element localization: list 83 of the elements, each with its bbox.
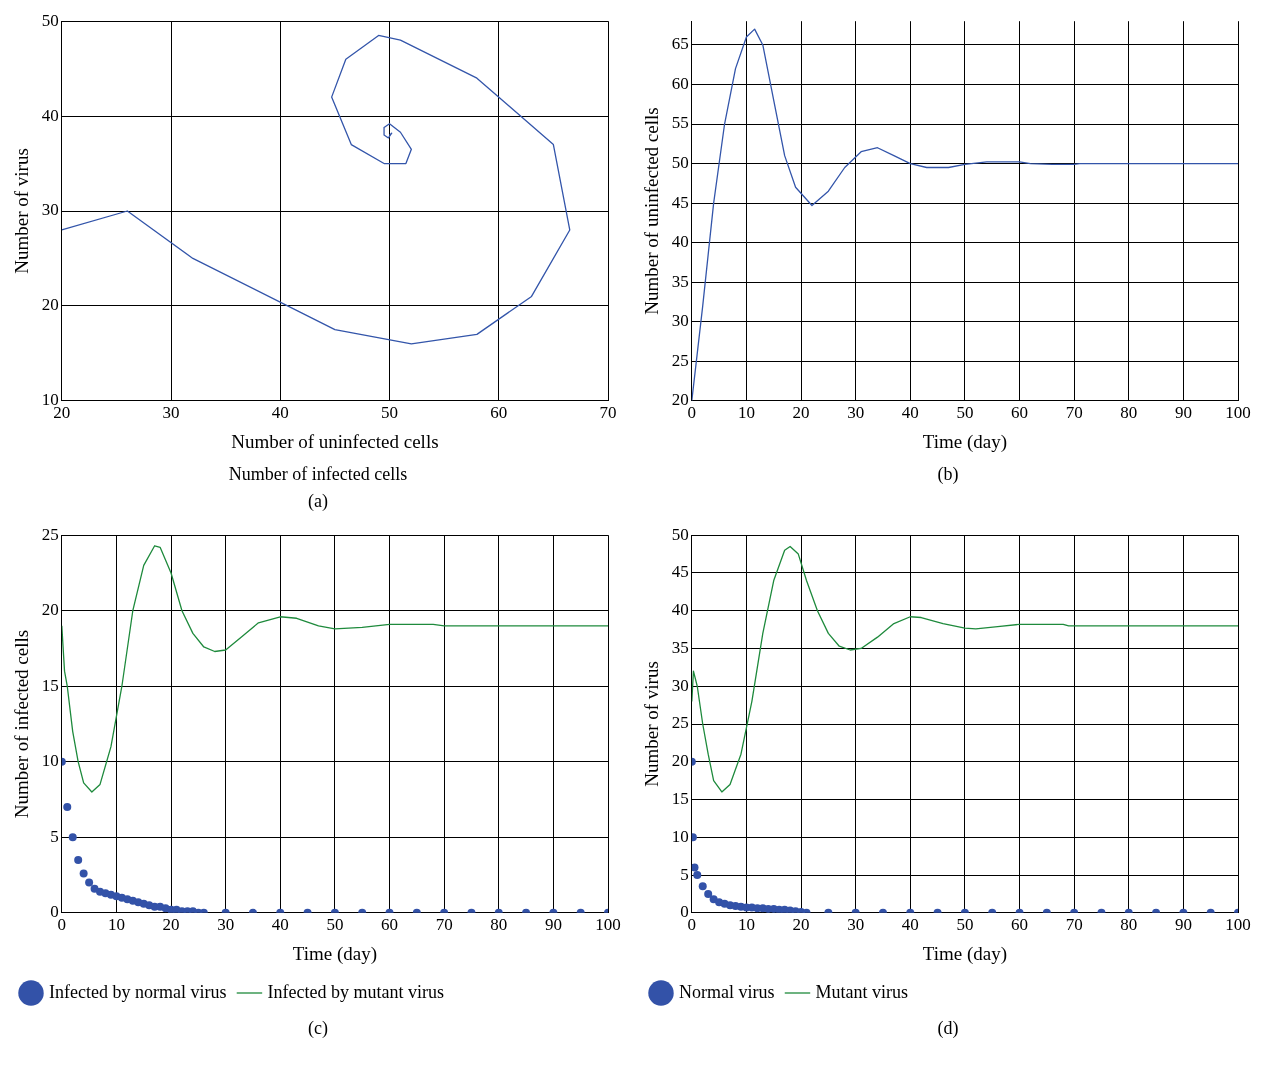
y-tick-label: 10 (41, 751, 59, 771)
y-tick-label: 50 (41, 10, 59, 30)
x-tick-label: 30 (847, 915, 865, 935)
y-tick-label: 35 (671, 637, 689, 657)
x-tick-label: 50 (326, 915, 344, 935)
x-tick-label: 30 (162, 403, 180, 423)
x-axis-title: Time (day) (292, 942, 378, 965)
x-tick-label: 40 (901, 403, 919, 423)
x-tick-label: 100 (1225, 915, 1251, 935)
x-tick-label: 40 (271, 915, 289, 935)
y-tick-label: 30 (41, 200, 59, 220)
y-tick-label: 50 (671, 524, 689, 544)
x-tick-label: 70 (599, 403, 617, 423)
x-tick-label: 30 (847, 403, 865, 423)
x-axis-title: Number of uninfected cells (231, 430, 439, 452)
x-axis-title: Time (day) (922, 942, 1008, 965)
y-tick-label: 25 (671, 350, 689, 370)
x-tick-label: 50 (956, 403, 974, 423)
y-tick-label: 40 (41, 105, 59, 125)
legend-label: Mutant virus (815, 981, 908, 1002)
y-tick-label: 25 (41, 524, 59, 544)
x-tick-label: 20 (792, 915, 810, 935)
y-tick-label: 5 (680, 864, 689, 884)
x-tick-label: 60 (490, 403, 508, 423)
text: (d) (936, 1018, 960, 1039)
legend-label: Normal virus (679, 981, 775, 1002)
x-tick-label: 10 (737, 403, 755, 423)
y-axis-title: Number of uninfected cells (641, 107, 663, 315)
x-tick-label: 70 (435, 915, 453, 935)
x-tick-label: 100 (1225, 403, 1251, 423)
y-tick-label: 30 (671, 675, 689, 695)
y-tick-label: 10 (671, 826, 689, 846)
x-tick-label: 60 (381, 915, 399, 935)
y-tick-label: 40 (671, 600, 689, 620)
x-tick-label: 80 (490, 915, 508, 935)
y-tick-label: 20 (671, 390, 689, 410)
y-tick-label: 20 (41, 295, 59, 315)
y-tick-label: 20 (41, 600, 59, 620)
y-tick-label: 0 (680, 902, 689, 922)
x-tick-label: 60 (1011, 915, 1029, 935)
text: (a) (307, 491, 329, 512)
x-tick-label: 20 (162, 915, 180, 935)
y-axis-title: Number of virus (11, 148, 33, 274)
x-tick-label: 100 (595, 915, 621, 935)
y-tick-label: 15 (41, 675, 59, 695)
y-tick-label: 30 (671, 311, 689, 331)
x-tick-label: 80 (1120, 403, 1138, 423)
y-tick-label: 35 (671, 271, 689, 291)
x-tick-label: 90 (1174, 403, 1192, 423)
x-tick-label: 40 (901, 915, 919, 935)
y-tick-label: 60 (671, 73, 689, 93)
legend-label: Infected by normal virus (49, 981, 227, 1002)
x-tick-label: 90 (544, 915, 562, 935)
y-tick-label: 65 (671, 34, 689, 54)
text: (c) (307, 1018, 329, 1039)
text: (b) (936, 464, 960, 485)
y-tick-label: 50 (671, 153, 689, 173)
x-tick-label: 30 (217, 915, 235, 935)
y-tick-label: 15 (671, 788, 689, 808)
x-tick-label: 50 (956, 915, 974, 935)
y-tick-label: 0 (50, 902, 59, 922)
y-tick-label: 45 (671, 192, 689, 212)
x-tick-label: 80 (1120, 915, 1138, 935)
x-tick-label: 10 (107, 915, 125, 935)
x-tick-label: 20 (792, 403, 810, 423)
x-tick-label: 60 (1011, 403, 1029, 423)
x-tick-label: 10 (737, 915, 755, 935)
y-tick-label: 20 (671, 751, 689, 771)
y-axis-title: Number of virus (641, 661, 663, 787)
y-tick-label: 45 (671, 562, 689, 582)
legend-label: Infected by mutant virus (267, 981, 444, 1002)
x-tick-label: 70 (1065, 403, 1083, 423)
y-axis-title: Number of infected cells (11, 629, 33, 819)
x-tick-label: 40 (271, 403, 289, 423)
y-tick-label: 25 (671, 713, 689, 733)
x-tick-label: 90 (1174, 915, 1192, 935)
text: Number of infected cells (227, 464, 409, 485)
y-tick-label: 40 (671, 232, 689, 252)
y-tick-label: 55 (671, 113, 689, 133)
x-tick-label: 70 (1065, 915, 1083, 935)
x-tick-label: 50 (381, 403, 399, 423)
y-tick-label: 5 (50, 826, 59, 846)
x-axis-title: Time (day) (922, 430, 1008, 453)
